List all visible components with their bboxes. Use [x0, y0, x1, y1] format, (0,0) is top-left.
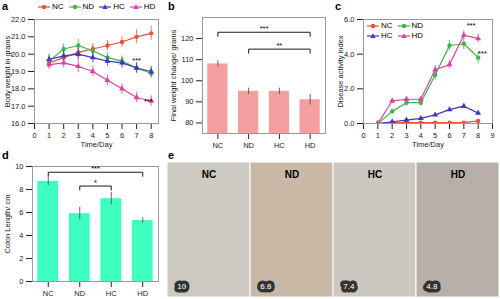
- svg-text:2: 2: [19, 254, 23, 263]
- svg-text:0: 0: [19, 277, 23, 286]
- svg-text:0: 0: [361, 131, 365, 140]
- svg-text:NC: NC: [212, 141, 223, 149]
- svg-text:3: 3: [76, 131, 80, 140]
- svg-text:1: 1: [47, 131, 51, 140]
- svg-text:21.0: 21.0: [11, 32, 26, 41]
- svg-text:***: ***: [144, 97, 153, 106]
- svg-text:8: 8: [149, 131, 153, 140]
- svg-text:***: ***: [478, 49, 487, 58]
- svg-text:2: 2: [390, 131, 394, 140]
- html-text:c: c: [335, 0, 342, 12]
- svg-text:80: 80: [185, 118, 193, 127]
- svg-text:7.4: 7.4: [343, 282, 355, 291]
- html-text:HD: HD: [411, 31, 424, 40]
- svg-text:0: 0: [32, 131, 36, 140]
- svg-text:**: **: [276, 41, 282, 50]
- svg-text:1: 1: [376, 131, 380, 140]
- svg-text:20.0: 20.0: [11, 50, 26, 59]
- svg-text:HC: HC: [368, 169, 382, 180]
- svg-text:18.0: 18.0: [11, 84, 26, 93]
- svg-text:90: 90: [185, 97, 193, 106]
- svg-text:0.0: 0.0: [344, 119, 354, 128]
- svg-text:22.0: 22.0: [11, 15, 26, 24]
- html-text:e: e: [168, 149, 175, 161]
- svg-text:Time/Day: Time/Day: [412, 140, 444, 149]
- svg-text:NC: NC: [202, 169, 216, 180]
- svg-text:7: 7: [462, 131, 466, 140]
- svg-text:***: ***: [132, 56, 141, 65]
- svg-text:6: 6: [447, 131, 451, 140]
- svg-text:ND: ND: [285, 169, 299, 180]
- svg-text:***: ***: [91, 164, 100, 173]
- svg-text:4: 4: [419, 131, 423, 140]
- svg-text:***: ***: [467, 21, 476, 30]
- html-text:ND: ND: [82, 2, 95, 11]
- svg-text:17.0: 17.0: [11, 102, 26, 111]
- svg-text:120: 120: [181, 34, 194, 43]
- svg-text:Disease activity index: Disease activity index: [336, 35, 345, 107]
- html-text:b: b: [168, 0, 175, 12]
- svg-text:6.0: 6.0: [344, 15, 354, 24]
- svg-text:7: 7: [135, 131, 139, 140]
- svg-text:10: 10: [177, 282, 186, 291]
- svg-text:4.8: 4.8: [426, 282, 438, 291]
- html-text:NC: NC: [52, 2, 64, 11]
- html-text:ND: ND: [411, 21, 424, 30]
- svg-text:***: ***: [260, 24, 269, 33]
- svg-text:HD: HD: [305, 141, 316, 149]
- html-text:d: d: [2, 149, 9, 161]
- svg-text:19.0: 19.0: [11, 67, 26, 76]
- svg-text:Final weight change/ grams: Final weight change/ grams: [169, 29, 178, 121]
- svg-text:5: 5: [105, 131, 109, 140]
- svg-text:3: 3: [404, 131, 408, 140]
- svg-text:NC: NC: [43, 289, 54, 297]
- svg-text:16.0: 16.0: [11, 119, 26, 128]
- svg-text:2: 2: [62, 131, 66, 140]
- svg-text:100: 100: [181, 76, 194, 85]
- svg-text:6.6: 6.6: [260, 282, 272, 291]
- svg-text:HC: HC: [274, 141, 285, 149]
- svg-text:8: 8: [19, 185, 23, 194]
- svg-text:10: 10: [15, 162, 23, 171]
- svg-text:2.0: 2.0: [344, 84, 354, 93]
- html-text:HD: HD: [143, 2, 156, 11]
- html-text:HC: HC: [113, 2, 125, 11]
- svg-text:HD: HD: [451, 169, 465, 180]
- svg-text:6: 6: [19, 208, 23, 217]
- html-text:a: a: [2, 0, 9, 12]
- svg-text:Body weight in grams: Body weight in grams: [3, 35, 12, 107]
- svg-text:6: 6: [120, 131, 124, 140]
- svg-text:5: 5: [433, 131, 437, 140]
- html-text:NC: NC: [381, 21, 393, 30]
- svg-text:4.0: 4.0: [344, 50, 354, 59]
- svg-text:4: 4: [19, 231, 23, 240]
- svg-text:ND: ND: [74, 289, 85, 297]
- svg-text:Colon Length/ cm: Colon Length/ cm: [3, 195, 12, 254]
- svg-text:HC: HC: [106, 289, 117, 297]
- html-text:HC: HC: [381, 31, 393, 40]
- svg-text:Time/Day: Time/Day: [81, 140, 113, 149]
- svg-text:HD: HD: [137, 289, 148, 297]
- svg-text:ND: ND: [243, 141, 254, 149]
- svg-text:9: 9: [490, 131, 494, 140]
- svg-text:110: 110: [182, 55, 194, 64]
- svg-text:8: 8: [476, 131, 480, 140]
- svg-text:4: 4: [91, 131, 95, 140]
- svg-text:*: *: [94, 178, 97, 187]
